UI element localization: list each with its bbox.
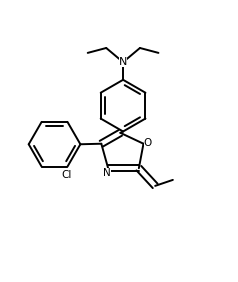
Text: N: N xyxy=(119,57,127,67)
Text: N: N xyxy=(103,168,111,178)
Text: Cl: Cl xyxy=(61,170,71,180)
Text: O: O xyxy=(144,138,152,148)
